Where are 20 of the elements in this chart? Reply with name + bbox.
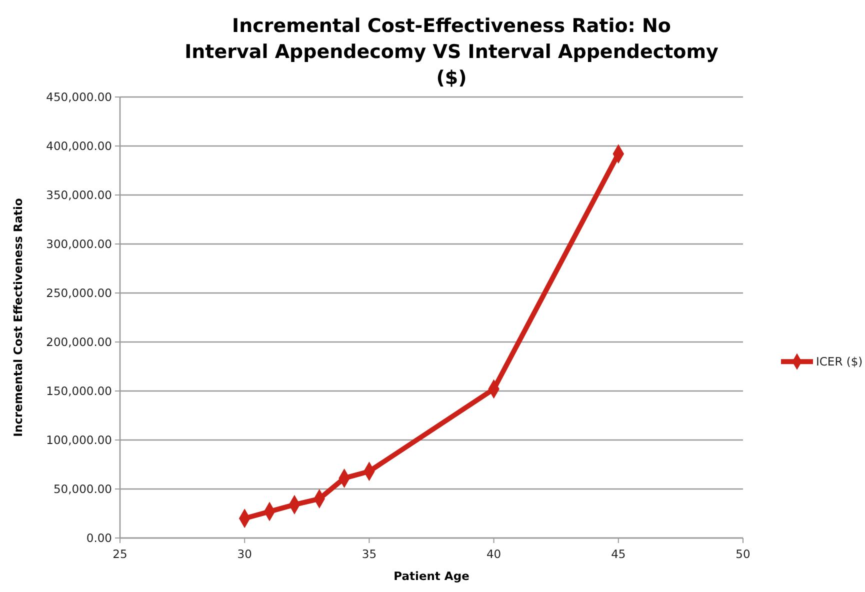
y-tick-label: 350,000.00 <box>46 188 112 202</box>
legend-label: ICER ($) <box>816 354 863 369</box>
x-tick-label: 35 <box>362 547 377 561</box>
y-tick-label: 0.00 <box>86 531 112 546</box>
y-axis-title: Incremental Cost Effectiveness Ratio <box>11 198 25 437</box>
y-tick-label: 200,000.00 <box>46 335 112 350</box>
y-tick-label: 250,000.00 <box>46 286 112 300</box>
y-tick-label: 450,000.00 <box>46 90 112 104</box>
x-tick-label: 50 <box>736 547 750 561</box>
x-tick-label: 30 <box>237 547 252 561</box>
y-tick-label: 50,000.00 <box>53 482 112 496</box>
x-tick-label: 40 <box>486 547 502 561</box>
x-tick-label: 25 <box>112 547 128 561</box>
y-tick-label: 400,000.00 <box>46 139 112 154</box>
chart-title: Incremental Cost-Effectiveness Ratio: No Interval Appendecomy VS Interval Appendectomy ($) <box>184 15 720 89</box>
y-tick-label: 150,000.00 <box>46 384 112 398</box>
x-axis-title: Patient Age <box>394 569 470 583</box>
y-tick-label: 300,000.00 <box>46 237 112 252</box>
y-tick-label: 100,000.00 <box>46 433 112 448</box>
x-tick-label: 45 <box>611 547 626 561</box>
